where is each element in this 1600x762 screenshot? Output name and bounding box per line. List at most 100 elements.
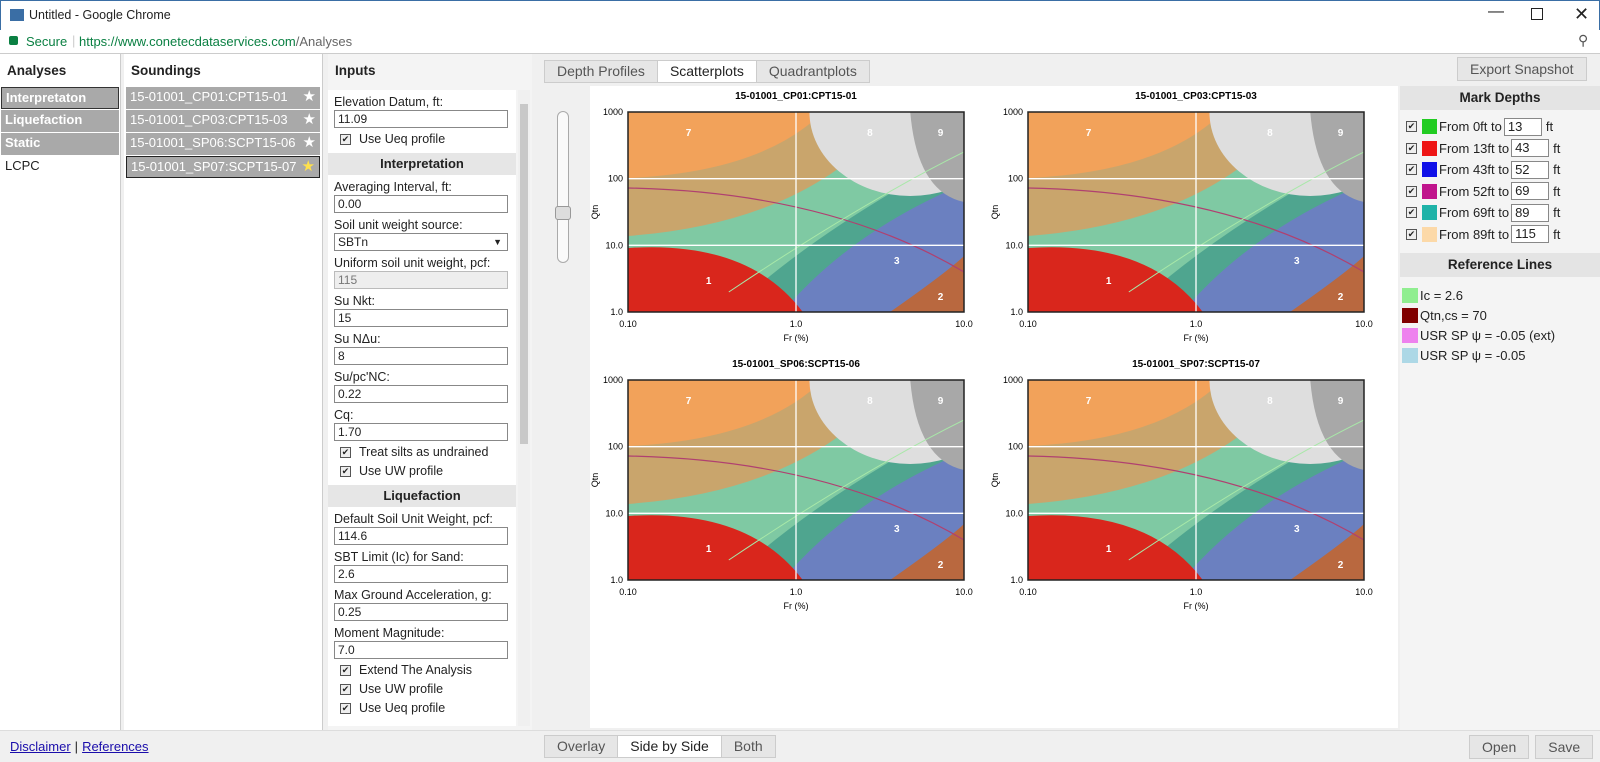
- ref-curve: [1028, 455, 1364, 541]
- zone-3: [782, 452, 964, 580]
- export-button[interactable]: Export Snapshot: [1457, 57, 1587, 81]
- view-tab[interactable]: Quadrantplots: [755, 60, 870, 83]
- minimize[interactable]: —: [1488, 3, 1504, 20]
- checkbox[interactable]: ✔: [340, 466, 351, 478]
- text-input[interactable]: 2.6: [334, 565, 508, 583]
- zone-label: 8: [1267, 128, 1273, 139]
- y-tick-label: 100: [1008, 442, 1023, 452]
- checkbox-label: Use Ueq profile: [359, 132, 446, 146]
- star[interactable]: ★: [302, 134, 316, 151]
- footer-button[interactable]: Open: [1469, 735, 1530, 759]
- checkbox[interactable]: ✔: [340, 703, 351, 715]
- analysis-item[interactable]: LCPC: [5, 158, 40, 173]
- layout-tab[interactable]: Both: [720, 735, 776, 758]
- checkbox-row[interactable]: ✔ Extend The Analysis: [340, 663, 516, 678]
- checkbox-row[interactable]: ✔ Treat silts as undrained: [340, 445, 516, 460]
- depth-to-input[interactable]: 52: [1511, 160, 1550, 179]
- text-input[interactable]: 0.22: [334, 385, 508, 403]
- checkbox[interactable]: ✔: [1406, 228, 1417, 240]
- analysis-item[interactable]: Interpretaton: [1, 87, 119, 109]
- zone-label: 3: [1294, 524, 1300, 535]
- field-label: Su Nkt:: [334, 294, 375, 308]
- checkbox-label: Extend The Analysis: [359, 663, 473, 677]
- analyses-panel: Analyses Interpretaton Liquefaction Static…: [0, 54, 121, 730]
- zone-label: 3: [894, 524, 900, 535]
- layout-tab[interactable]: Side by Side: [617, 735, 722, 758]
- depth-unit: ft: [1553, 162, 1561, 178]
- checkbox[interactable]: ✔: [340, 665, 351, 677]
- text-input[interactable]: 0.00: [334, 195, 508, 213]
- zone-label: 1: [1106, 544, 1112, 555]
- depth-to-input[interactable]: 115: [1511, 225, 1550, 244]
- zone-label: 9: [1338, 128, 1344, 139]
- zone-label: 9: [1338, 396, 1344, 407]
- field-label: Su/pc'NC:: [334, 370, 390, 384]
- star[interactable]: ★: [302, 88, 316, 105]
- sounding-item[interactable]: 15-01001_CP03:CPT15-03 ★: [126, 110, 320, 132]
- star[interactable]: ★: [301, 158, 315, 175]
- zone-9: [1310, 380, 1364, 470]
- checkbox-row[interactable]: ✔ Use UW profile: [340, 464, 516, 479]
- y-tick-label: 10.0: [1005, 240, 1023, 250]
- star[interactable]: ★: [302, 111, 316, 128]
- text-input[interactable]: 11.09: [334, 110, 508, 128]
- depth-unit: ft: [1545, 119, 1554, 135]
- text-input[interactable]: 15: [334, 309, 508, 327]
- url[interactable]: https://www.conetecdataservices.com/Anal…: [79, 34, 352, 49]
- checkbox-row[interactable]: ✔ Use UW profile: [340, 682, 516, 697]
- scrollbar[interactable]: [518, 90, 530, 726]
- text-input[interactable]: 115: [334, 271, 508, 289]
- x-axis-label: Fr (%): [784, 601, 809, 611]
- depth-to-input[interactable]: 43: [1511, 139, 1550, 158]
- url-host: https://www.conetecdataservices.com: [79, 34, 296, 49]
- depth-to-input[interactable]: 69: [1511, 182, 1550, 201]
- y-tick-label: 1.0: [610, 575, 623, 585]
- depth-to-input[interactable]: 89: [1511, 203, 1550, 222]
- view-tab[interactable]: Depth Profiles: [544, 60, 658, 83]
- section-header: Liquefaction: [328, 485, 516, 507]
- reference-label: Qtn,cs = 70: [1420, 307, 1487, 323]
- text-input[interactable]: 8: [334, 347, 508, 365]
- y-axis-label: Qtn: [990, 205, 1000, 220]
- analysis-item[interactable]: Static Liquefaction: [1, 133, 119, 170]
- zoom-slider[interactable]: [555, 111, 571, 263]
- footer-link[interactable]: Disclaimer: [10, 739, 71, 754]
- select[interactable]: SBTn ▼: [334, 233, 508, 251]
- layout-tab[interactable]: Overlay: [544, 735, 619, 758]
- zone-label: 9: [938, 128, 944, 139]
- zone-label: 2: [1338, 560, 1344, 571]
- footer-button[interactable]: Save: [1535, 735, 1594, 759]
- checkbox[interactable]: ✔: [340, 134, 351, 146]
- sounding-item[interactable]: 15-01001_CP01:CPT15-01 ★: [126, 87, 320, 109]
- maximize[interactable]: [1531, 8, 1543, 20]
- checkbox[interactable]: ✔: [340, 447, 351, 459]
- reference-color: [1402, 287, 1418, 303]
- checkbox[interactable]: ✔: [1406, 142, 1417, 154]
- analysis-item[interactable]: Liquefaction: [1, 110, 119, 132]
- x-tick-label: 10.0: [1355, 587, 1373, 597]
- zoom-icon[interactable]: ⚲: [1578, 32, 1589, 48]
- checkbox[interactable]: ✔: [1406, 207, 1417, 219]
- checkbox[interactable]: ✔: [1406, 185, 1417, 197]
- plot-title: 15-01001_CP03:CPT15-03: [1135, 91, 1257, 102]
- text-input[interactable]: 0.25: [334, 603, 508, 621]
- zone-9: [910, 112, 964, 202]
- sounding-item[interactable]: 15-01001_SP06:SCPT15-06 ★: [126, 133, 320, 155]
- text-input[interactable]: 1.70: [334, 423, 508, 441]
- depth-to-input[interactable]: 13: [1503, 117, 1542, 136]
- text-input[interactable]: 7.0: [334, 641, 508, 659]
- footer-link[interactable]: References: [82, 739, 149, 754]
- zone-label: 8: [867, 128, 873, 139]
- checkbox[interactable]: ✔: [340, 684, 351, 696]
- checkbox-row[interactable]: ✔ Use Ueq profile: [340, 132, 516, 147]
- checkbox-row[interactable]: ✔ Use Ueq profile: [340, 701, 516, 716]
- sounding-item[interactable]: 15-01001_SP07:SCPT15-07 ★: [126, 156, 320, 178]
- depth-from: From 89ft to: [1439, 226, 1510, 242]
- reference-color: [1402, 307, 1418, 323]
- zone-label: 2: [1338, 292, 1344, 303]
- close[interactable]: ✕: [1574, 4, 1590, 24]
- plot-frame: [1027, 111, 1365, 313]
- text-input[interactable]: 114.6: [334, 527, 508, 545]
- checkbox[interactable]: ✔: [1406, 121, 1417, 133]
- checkbox[interactable]: ✔: [1406, 164, 1417, 176]
